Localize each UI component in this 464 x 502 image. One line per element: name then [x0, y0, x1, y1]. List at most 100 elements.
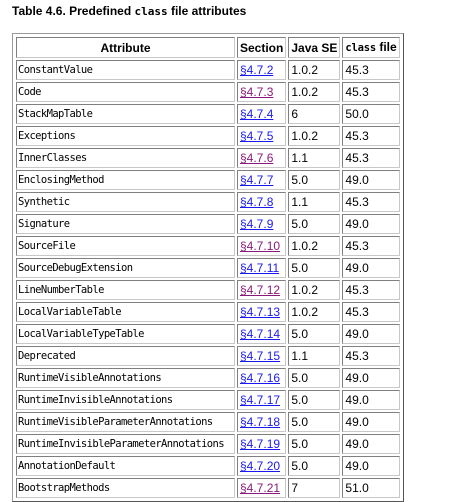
class-file-version-cell: 45.3	[342, 302, 400, 322]
caption-prefix: Table 4.6. Predefined	[12, 4, 135, 18]
class-file-version-cell: 49.0	[342, 170, 400, 190]
section-cell: §4.7.12	[237, 280, 287, 300]
section-link[interactable]: §4.7.8	[240, 195, 274, 209]
attribute-name-cell: LocalVariableTable	[16, 302, 235, 322]
section-cell: §4.7.5	[237, 126, 287, 146]
section-cell: §4.7.18	[237, 412, 287, 432]
attribute-name-cell: Signature	[16, 214, 235, 234]
java-se-cell: 5.0	[288, 434, 341, 454]
java-se-cell: 1.0.2	[288, 60, 341, 80]
table-row: RuntimeVisibleAnnotations §4.7.16 5.0 49.0	[16, 368, 400, 388]
section-link[interactable]: §4.7.12	[240, 283, 281, 297]
class-file-version-cell: 49.0	[342, 214, 400, 234]
section-link[interactable]: §4.7.4	[240, 107, 274, 121]
header-class-file: class file	[342, 37, 400, 58]
section-link[interactable]: §4.7.18	[240, 415, 281, 429]
section-link[interactable]: §4.7.21	[240, 481, 281, 495]
section-cell: §4.7.4	[237, 104, 287, 124]
section-link[interactable]: §4.7.5	[240, 129, 274, 143]
class-file-version-cell: 49.0	[342, 390, 400, 410]
section-cell: §4.7.8	[237, 192, 287, 212]
attribute-name-cell: RuntimeVisibleAnnotations	[16, 368, 235, 388]
class-file-version-cell: 49.0	[342, 324, 400, 344]
section-cell: §4.7.7	[237, 170, 287, 190]
class-file-version-cell: 45.3	[342, 82, 400, 102]
attribute-name-cell: RuntimeVisibleParameterAnnotations	[16, 412, 235, 432]
section-link[interactable]: §4.7.7	[240, 173, 274, 187]
table-row: InnerClasses §4.7.6 1.1 45.3	[16, 148, 400, 168]
class-file-version-cell: 50.0	[342, 104, 400, 124]
table-row: SourceDebugExtension §4.7.11 5.0 49.0	[16, 258, 400, 278]
table-row: StackMapTable §4.7.4 6 50.0	[16, 104, 400, 124]
section-cell: §4.7.9	[237, 214, 287, 234]
section-link[interactable]: §4.7.9	[240, 217, 274, 231]
java-se-cell: 1.0.2	[288, 302, 341, 322]
section-link[interactable]: §4.7.16	[240, 371, 281, 385]
java-se-cell: 6	[288, 104, 341, 124]
section-cell: §4.7.16	[237, 368, 287, 388]
attribute-name-cell: SourceFile	[16, 236, 235, 256]
header-class-suffix: file	[376, 40, 397, 54]
java-se-cell: 1.0.2	[288, 82, 341, 102]
attribute-name-cell: BootstrapMethods	[16, 478, 235, 498]
attribute-name-cell: LineNumberTable	[16, 280, 235, 300]
java-se-cell: 5.0	[288, 368, 341, 388]
attributes-table: Attribute Section Java SE class file Con…	[14, 35, 402, 500]
attribute-name-cell: Code	[16, 82, 235, 102]
java-se-cell: 1.0.2	[288, 236, 341, 256]
section-cell: §4.7.10	[237, 236, 287, 256]
java-se-cell: 5.0	[288, 324, 341, 344]
attribute-name-cell: StackMapTable	[16, 104, 235, 124]
table-body: ConstantValue §4.7.2 1.0.2 45.3 Code §4.7.3 1.…	[16, 60, 400, 498]
java-se-cell: 7	[288, 478, 341, 498]
caption-suffix: file attributes	[167, 4, 247, 18]
class-file-version-cell: 49.0	[342, 412, 400, 432]
section-link[interactable]: §4.7.6	[240, 151, 274, 165]
header-section: Section	[237, 37, 287, 58]
section-link[interactable]: §4.7.11	[240, 261, 280, 275]
java-se-cell: 1.1	[288, 346, 341, 366]
table-row: RuntimeInvisibleParameterAnnotations §4.7…	[16, 434, 400, 454]
table-header-row: Attribute Section Java SE class file	[16, 37, 400, 58]
section-link[interactable]: §4.7.13	[240, 305, 281, 319]
section-link[interactable]: §4.7.10	[240, 239, 281, 253]
class-file-version-cell: 51.0	[342, 478, 400, 498]
section-cell: §4.7.20	[237, 456, 287, 476]
table-row: ConstantValue §4.7.2 1.0.2 45.3	[16, 60, 400, 80]
section-cell: §4.7.6	[237, 148, 287, 168]
header-attribute: Attribute	[16, 37, 235, 58]
java-se-cell: 5.0	[288, 170, 341, 190]
table-row: LocalVariableTypeTable §4.7.14 5.0 49.0	[16, 324, 400, 344]
attribute-name-cell: Deprecated	[16, 346, 235, 366]
attribute-name-cell: Exceptions	[16, 126, 235, 146]
java-se-cell: 1.0.2	[288, 280, 341, 300]
section-link[interactable]: §4.7.17	[240, 393, 281, 407]
section-link[interactable]: §4.7.19	[240, 437, 281, 451]
attribute-name-cell: RuntimeInvisibleParameterAnnotations	[16, 434, 235, 454]
header-class-code: class	[345, 42, 376, 54]
attribute-name-cell: EnclosingMethod	[16, 170, 235, 190]
section-link[interactable]: §4.7.15	[240, 349, 281, 363]
table-row: Exceptions §4.7.5 1.0.2 45.3	[16, 126, 400, 146]
section-link[interactable]: §4.7.2	[240, 63, 274, 77]
java-se-cell: 1.1	[288, 192, 341, 212]
table-row: BootstrapMethods §4.7.21 7 51.0	[16, 478, 400, 498]
section-cell: §4.7.21	[237, 478, 287, 498]
class-file-version-cell: 45.3	[342, 192, 400, 212]
section-cell: §4.7.19	[237, 434, 287, 454]
section-link[interactable]: §4.7.3	[240, 85, 274, 99]
section-link[interactable]: §4.7.20	[240, 459, 281, 473]
java-se-cell: 1.1	[288, 148, 341, 168]
attribute-name-cell: AnnotationDefault	[16, 456, 235, 476]
caption-code: class	[134, 5, 168, 18]
java-se-cell: 5.0	[288, 412, 341, 432]
class-file-version-cell: 45.3	[342, 236, 400, 256]
section-cell: §4.7.15	[237, 346, 287, 366]
section-link[interactable]: §4.7.14	[240, 327, 281, 341]
table-row: Synthetic §4.7.8 1.1 45.3	[16, 192, 400, 212]
class-file-version-cell: 45.3	[342, 346, 400, 366]
attribute-name-cell: SourceDebugExtension	[16, 258, 235, 278]
class-file-version-cell: 45.3	[342, 60, 400, 80]
attribute-name-cell: LocalVariableTypeTable	[16, 324, 235, 344]
attribute-name-cell: Synthetic	[16, 192, 235, 212]
